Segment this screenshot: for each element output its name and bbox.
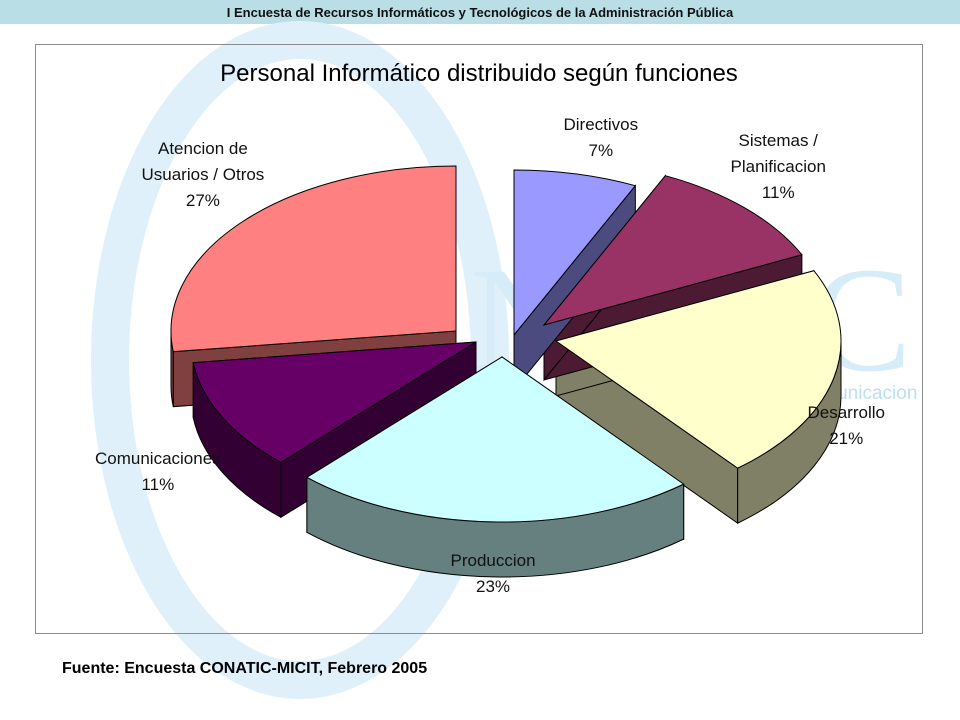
- slice-name: Desarrollo: [807, 403, 885, 422]
- slice-name: Sistemas /: [738, 131, 818, 150]
- slice-name: Produccion: [450, 551, 536, 570]
- slice-percent: 7%: [588, 141, 614, 160]
- slice-label-directivos: Directivos 7%: [564, 112, 639, 164]
- slice-percent: 11%: [761, 183, 795, 202]
- header-title: I Encuesta de Recursos Informáticos y Te…: [226, 4, 734, 20]
- slice-percent: 11%: [141, 475, 175, 494]
- source-note: Fuente: Encuesta CONATIC-MICIT, Febrero …: [62, 660, 428, 677]
- slice-name: Atencion de: [158, 139, 248, 158]
- slice-name: Directivos: [563, 115, 639, 134]
- chart-frame: [35, 44, 923, 634]
- slice-label-comunicaciones: Comunicaciones 11%: [95, 446, 221, 498]
- slice-percent: 21%: [829, 429, 864, 448]
- pie-slice-produccion: [305, 356, 685, 523]
- pie-slice-sistemas-planificacion: [542, 175, 803, 326]
- slice-name: Usuarios / Otros: [141, 165, 265, 184]
- slice-percent: 27%: [185, 191, 220, 210]
- pie-slice-atencion-de-usuarios-otros: [170, 165, 457, 353]
- pie-slice-desarrollo: [554, 270, 842, 469]
- pie-slice-comunicaciones: [192, 341, 477, 463]
- slice-percent: 23%: [476, 577, 511, 596]
- slice-name: Comunicaciones: [95, 449, 221, 468]
- header-bar: I Encuesta de Recursos Informáticos y Te…: [0, 0, 960, 24]
- slice-label-desarrollo: Desarrollo 21%: [808, 400, 885, 452]
- slice-label-sistemas-planificacion: Sistemas / Planificacion 11%: [731, 128, 826, 206]
- chart-title: Personal Informático distribuido según f…: [220, 60, 738, 87]
- slice-label-produccion: Produccion 23%: [451, 548, 536, 600]
- pie-slice-directivos: [513, 169, 637, 337]
- slice-label-atencion-de-usuarios-otros: Atencion de Usuarios / Otros 27%: [142, 136, 265, 214]
- slice-name: Planificacion: [730, 157, 826, 176]
